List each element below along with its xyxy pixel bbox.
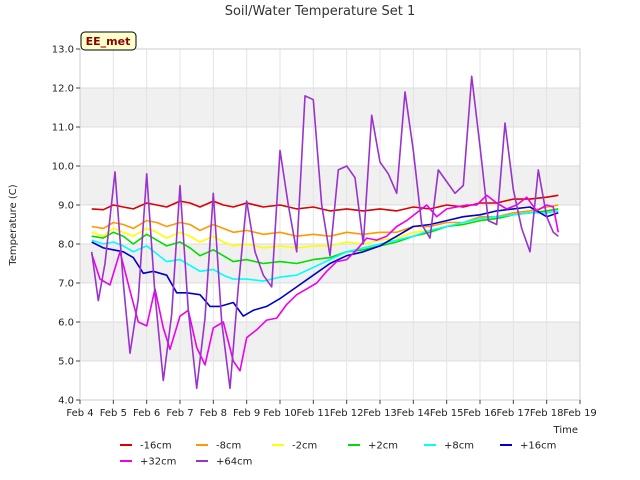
y-axis-label: Temperature (C) xyxy=(8,184,19,266)
y-tick-label: 9.0 xyxy=(58,201,74,212)
series-line-64cm xyxy=(90,75,559,390)
plot-band xyxy=(80,127,580,166)
y-tick-label: 12.0 xyxy=(52,84,74,95)
legend-label: -2cm xyxy=(292,441,317,452)
x-tick-label: Feb 12 xyxy=(330,408,364,419)
site-badge: EE_met xyxy=(80,31,137,51)
plot-band xyxy=(80,166,580,205)
legend-label: +8cm xyxy=(444,441,474,452)
y-tick-label: 10.0 xyxy=(52,162,74,173)
y-tick-label: 7.0 xyxy=(58,279,74,290)
legend-label: +2cm xyxy=(368,441,398,452)
x-tick-label: Feb 9 xyxy=(233,408,260,419)
y-tick-label: 8.0 xyxy=(58,240,74,251)
x-tick-label: Feb 8 xyxy=(200,408,227,419)
x-tick-label: Feb 17 xyxy=(497,408,531,419)
legend-label: +32cm xyxy=(140,457,176,468)
plot-band xyxy=(80,283,580,322)
x-tick-label: Feb 18 xyxy=(530,408,564,419)
plot-band xyxy=(80,49,580,88)
chart-title: Soil/Water Temperature Set 1 xyxy=(225,4,416,19)
series-line-16cm xyxy=(91,206,559,317)
series-line-32cm xyxy=(90,194,560,372)
plot-band xyxy=(80,361,580,400)
legend-label: -16cm xyxy=(140,441,172,452)
x-axis-ticks: Feb 4 Feb 5 Feb 6 Feb 7 Feb 8 Feb 9 Feb 10 Feb … xyxy=(66,400,597,419)
x-tick-label: Feb 16 xyxy=(463,408,497,419)
y-tick-label: 4.0 xyxy=(58,396,74,407)
y-tick-label: 5.0 xyxy=(58,357,74,368)
site-badge-box xyxy=(80,31,137,51)
y-tick-label: 6.0 xyxy=(58,318,74,329)
legend-label: +16cm xyxy=(520,441,556,452)
x-axis-label: Time xyxy=(553,425,578,436)
x-tick-label: Feb 10 xyxy=(263,408,297,419)
plot-frame xyxy=(79,48,581,401)
x-tick-label: Feb 5 xyxy=(100,408,127,419)
x-tick-label: Feb 7 xyxy=(166,408,193,419)
plot-band xyxy=(80,88,580,127)
legend-label: -8cm xyxy=(216,441,241,452)
plot-band xyxy=(80,322,580,361)
legend: -16cm -8cm -2cm +2cm +8cm +16cm +32cm +64cm xyxy=(120,441,556,468)
x-tick-label: Feb 4 xyxy=(66,408,93,419)
x-tick-label: Feb 6 xyxy=(133,408,160,419)
site-badge-label: EE_met xyxy=(86,35,131,48)
y-tick-label: 11.0 xyxy=(52,123,74,134)
series-layer xyxy=(90,75,560,390)
x-tick-label: Feb 14 xyxy=(397,408,431,419)
plot-background xyxy=(80,49,580,400)
legend-label: +64cm xyxy=(216,457,252,468)
y-tick-label: 13.0 xyxy=(52,45,74,56)
x-tick-label: Feb 13 xyxy=(363,408,397,419)
x-tick-label: Feb 19 xyxy=(563,408,597,419)
y-axis-ticks: 4.0 5.0 6.0 7.0 8.0 9.0 10.0 11.0 12.0 13.0 xyxy=(52,45,80,407)
series-line-8cm xyxy=(91,204,559,237)
x-tick-label: Feb 11 xyxy=(297,408,331,419)
x-tick-label: Feb 15 xyxy=(430,408,464,419)
